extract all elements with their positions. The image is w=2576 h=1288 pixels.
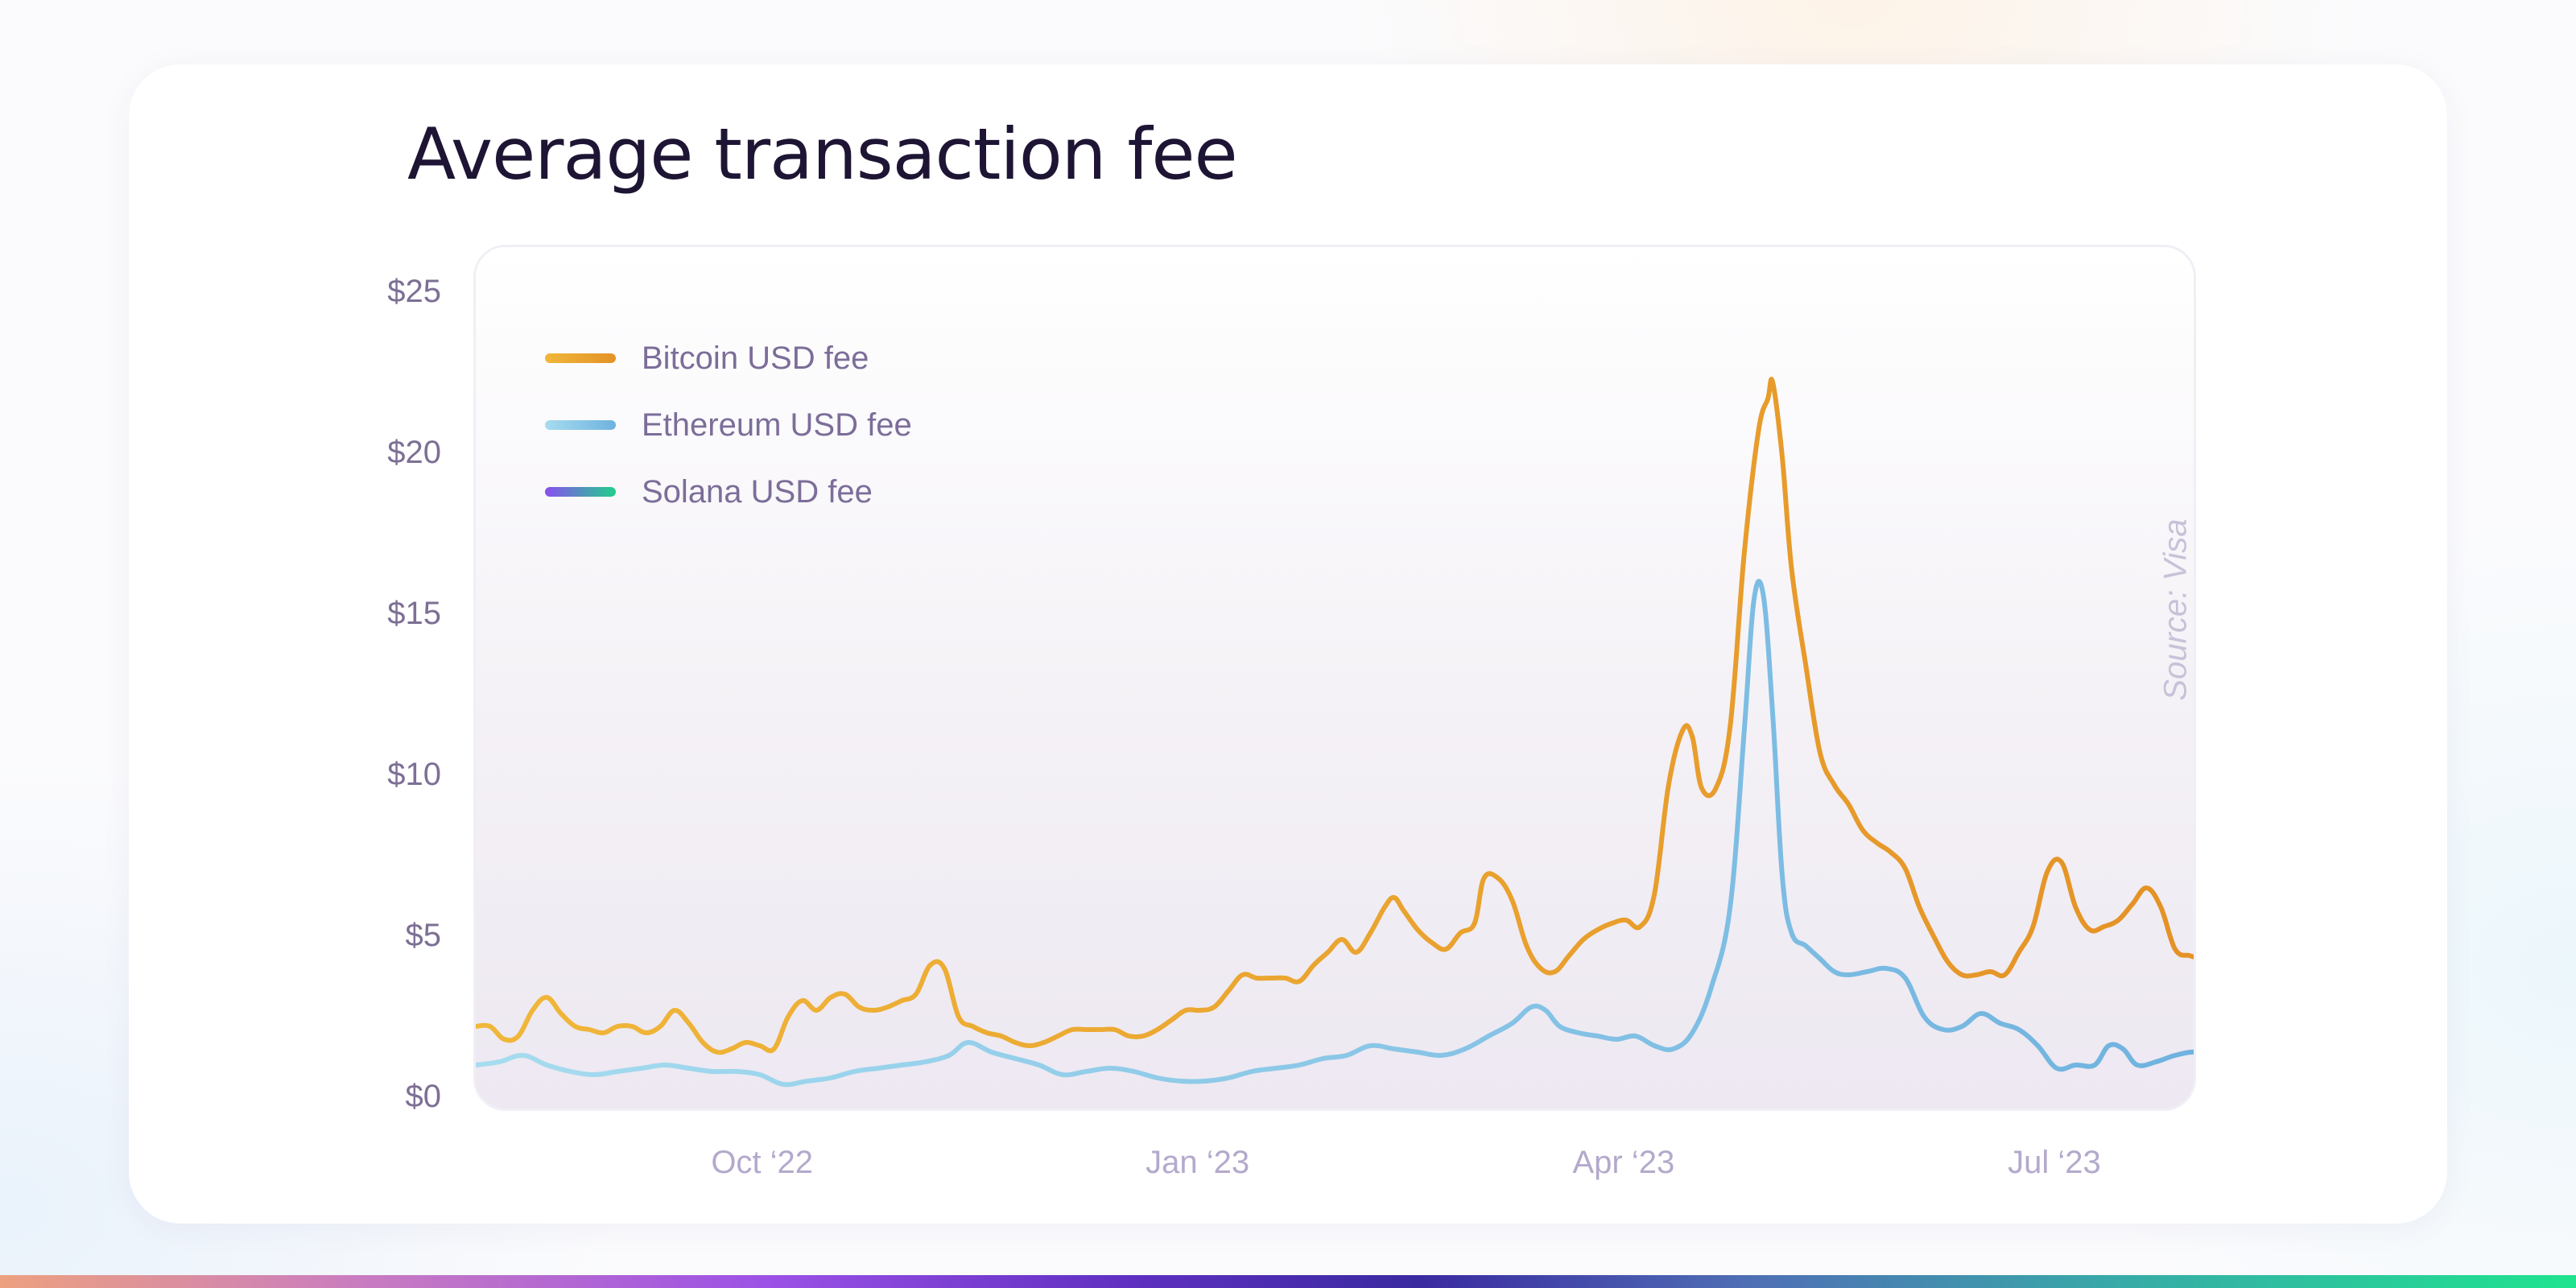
legend-item-bitcoin[interactable]: Bitcoin USD fee <box>545 324 912 391</box>
solana-swatch <box>545 486 616 497</box>
legend-label-ethereum: Ethereum USD fee <box>642 407 912 443</box>
legend-label-bitcoin: Bitcoin USD fee <box>642 340 869 376</box>
y-tick-label: $20 <box>387 435 441 470</box>
line-chart <box>476 377 2194 1104</box>
x-tick-label: Jan ‘23 <box>1146 1145 1250 1180</box>
y-tick-label: $0 <box>405 1079 442 1114</box>
y-tick-label: $25 <box>387 274 441 309</box>
y-tick-label: $5 <box>405 918 442 953</box>
bitcoin-line <box>476 377 2194 1055</box>
y-tick-label: $10 <box>387 757 441 792</box>
source-text: Source: Visa <box>2157 518 2194 701</box>
legend-item-ethereum[interactable]: Ethereum USD fee <box>545 391 912 458</box>
legend-item-solana[interactable]: Solana USD fee <box>545 458 912 525</box>
source-note: Source: Visa <box>2128 489 2194 730</box>
ethereum-line <box>476 579 2194 1088</box>
legend-label-solana: Solana USD fee <box>642 473 873 510</box>
x-tick-label: Jul ‘23 <box>2008 1145 2101 1180</box>
bitcoin-swatch <box>545 353 616 363</box>
x-tick-label: Apr ‘23 <box>1572 1145 1675 1180</box>
y-tick-label: $15 <box>387 596 441 631</box>
legend: Bitcoin USD fee Ethereum USD fee Solana … <box>545 324 912 525</box>
plot-area: Bitcoin USD fee Ethereum USD fee Solana … <box>473 245 2196 1111</box>
bottom-gradient-bar <box>0 1275 2576 1288</box>
series-layer <box>476 377 2194 1104</box>
chart-title: Average transaction fee <box>407 113 1238 196</box>
x-tick-label: Oct ‘22 <box>711 1145 814 1180</box>
ethereum-swatch <box>545 419 616 430</box>
